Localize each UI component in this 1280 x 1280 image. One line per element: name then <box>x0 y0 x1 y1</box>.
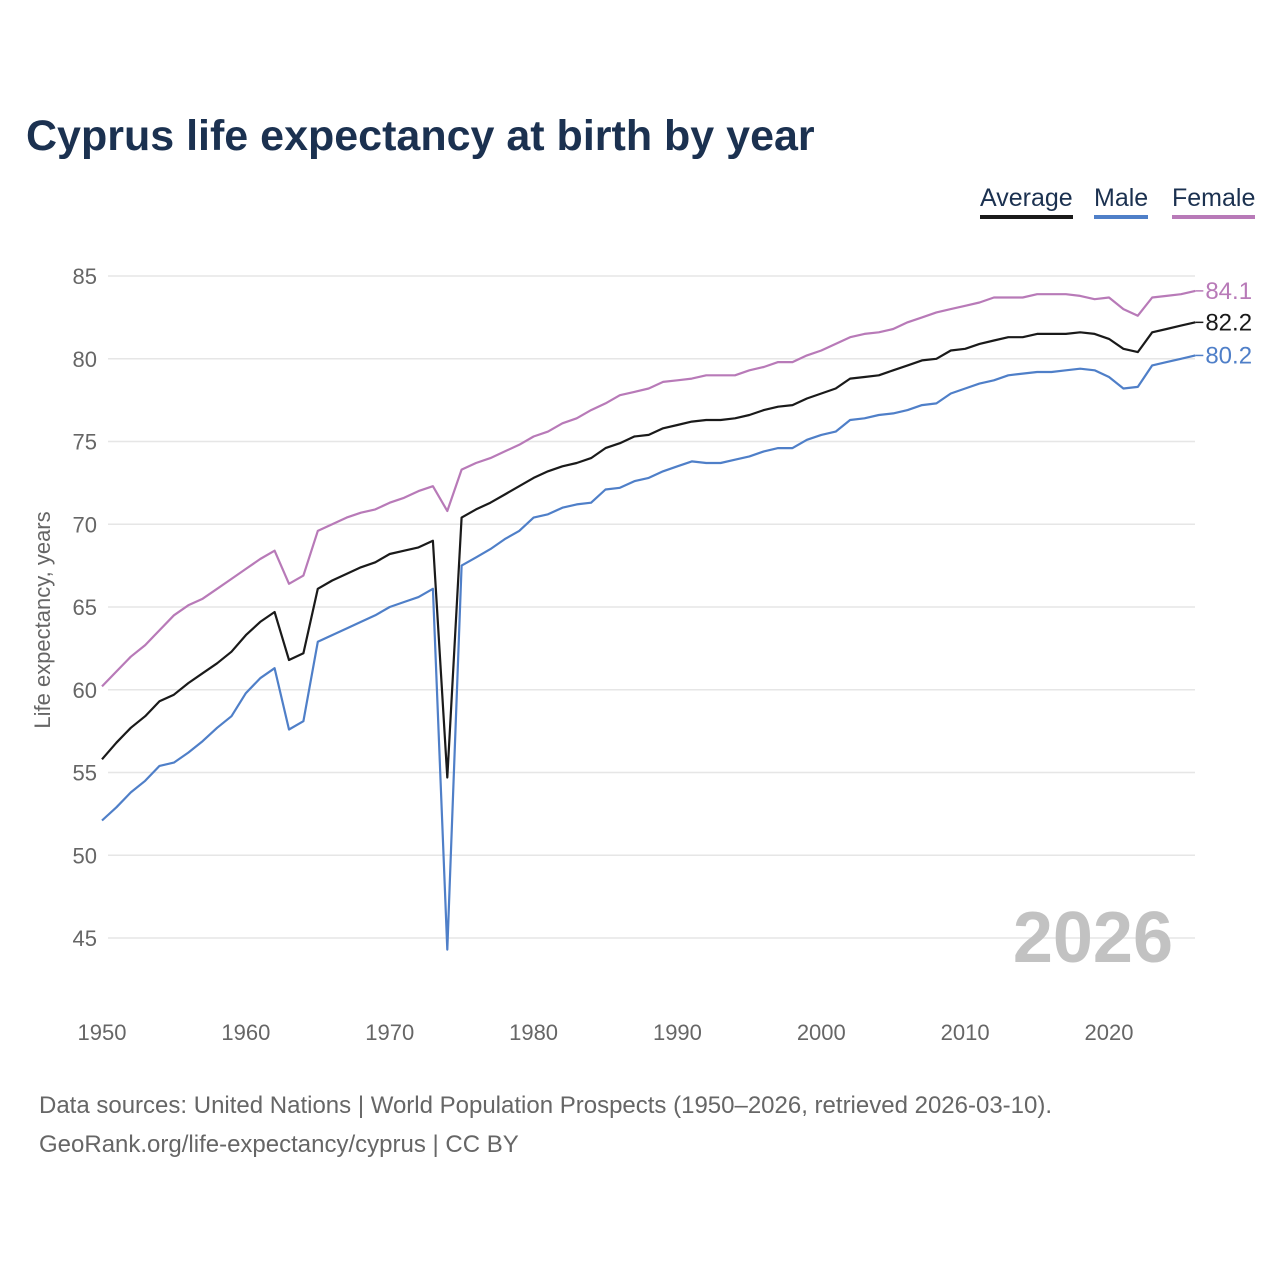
y-tick-label: 75 <box>73 430 97 455</box>
x-tick-label: 2010 <box>941 1020 990 1045</box>
attribution-link[interactable]: GeoRank.org/life-expectancy/cyprus | CC … <box>39 1131 519 1158</box>
y-tick-label: 55 <box>73 761 97 786</box>
y-tick-label: 45 <box>73 926 97 951</box>
legend-female[interactable]: Female <box>1172 184 1256 219</box>
y-tick-label: 70 <box>73 512 97 537</box>
y-tick-label: 85 <box>73 264 97 289</box>
data-sources: Data sources: United Nations | World Pop… <box>39 1092 1053 1119</box>
y-axis-label: Life expectancy, years <box>30 511 55 728</box>
end-label-male: 80.2 <box>1205 342 1252 369</box>
x-tick-label: 1950 <box>78 1020 127 1045</box>
legend-average[interactable]: Average <box>980 184 1073 219</box>
x-tick-label: 1970 <box>365 1020 414 1045</box>
x-tick-label: 1960 <box>221 1020 270 1045</box>
x-tick-label: 1980 <box>509 1020 558 1045</box>
x-tick-label: 2000 <box>797 1020 846 1045</box>
series-line-female <box>101 289 1196 688</box>
end-label-average: 82.2 <box>1205 309 1252 336</box>
y-tick-label: 50 <box>73 843 97 868</box>
legend-male[interactable]: Male <box>1094 184 1149 219</box>
year-watermark: 2026 <box>1013 898 1173 978</box>
x-tick-label: 2020 <box>1085 1020 1134 1045</box>
end-label-female: 84.1 <box>1205 278 1252 305</box>
series-line-average <box>101 321 1196 779</box>
x-tick-label: 1990 <box>653 1020 702 1045</box>
y-tick-label: 80 <box>73 347 97 372</box>
y-tick-label: 60 <box>73 678 97 703</box>
series-line-male <box>101 354 1196 951</box>
chart-title: Cyprus life expectancy at birth by year <box>26 112 815 160</box>
y-tick-label: 65 <box>73 595 97 620</box>
footer: Data sources: United Nations | World Pop… <box>39 1086 1052 1164</box>
